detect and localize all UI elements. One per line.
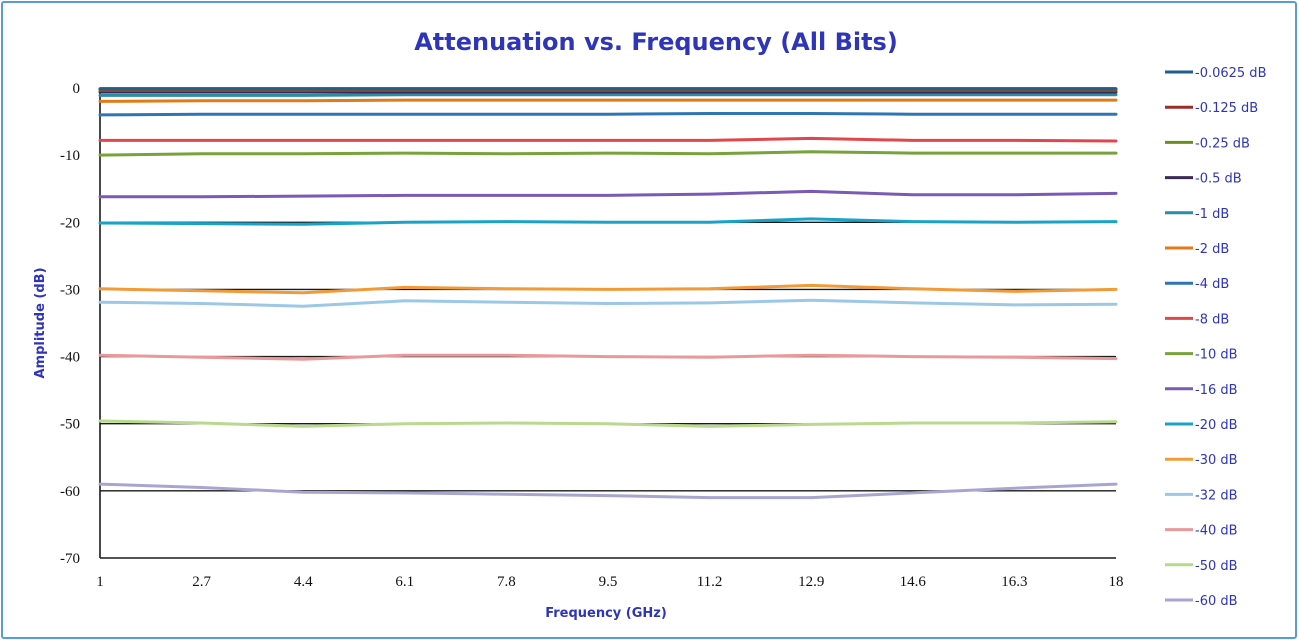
- y-tick-label: -10: [60, 148, 80, 164]
- legend-label: -30 dB: [1195, 453, 1238, 468]
- series-line: [98, 217, 1118, 226]
- legend-label: -40 dB: [1195, 524, 1238, 539]
- chart-title: Attenuation vs. Frequency (All Bits): [414, 28, 898, 56]
- y-tick-label: -40: [60, 350, 80, 366]
- x-tick-label: 18: [1109, 574, 1124, 590]
- x-tick-label: 1: [96, 574, 104, 590]
- legend-item: -8 dB: [1165, 312, 1229, 327]
- x-tick-label: 9.5: [599, 574, 618, 590]
- legend-label: -0.0625 dB: [1195, 66, 1266, 81]
- x-tick-label: 6.1: [395, 574, 414, 590]
- legend-label: -4 dB: [1195, 277, 1229, 292]
- x-tick-label: 2.7: [192, 574, 211, 590]
- series-line: [98, 136, 1118, 143]
- legend-item: -50 dB: [1165, 559, 1238, 574]
- axes: [99, 88, 1116, 559]
- legend-label: -0.5 dB: [1195, 172, 1242, 187]
- legend-item: -40 dB: [1165, 524, 1238, 539]
- y-tick-label: 0: [73, 81, 81, 97]
- series-line: [98, 112, 1118, 117]
- legend-item: -2 dB: [1165, 242, 1229, 257]
- legend-item: -4 dB: [1165, 277, 1229, 292]
- x-tick-label: 11.2: [697, 574, 723, 590]
- legend: -0.0625 dB -0.125 dB -0.25 dB -0.5 dB -1 dB -…: [1165, 66, 1266, 609]
- legend-label: -32 dB: [1195, 488, 1238, 503]
- x-tick-label: 12.9: [798, 574, 824, 590]
- y-axis-title: Amplitude (dB): [33, 267, 48, 378]
- legend-label: -10 dB: [1195, 348, 1238, 363]
- legend-label: -2 dB: [1195, 242, 1229, 257]
- legend-item: -10 dB: [1165, 348, 1238, 363]
- legend-item: -1 dB: [1165, 207, 1229, 222]
- legend-item: -20 dB: [1165, 418, 1238, 433]
- legend-item: -0.25 dB: [1165, 136, 1250, 151]
- series-line: [98, 98, 1118, 103]
- series-line: [98, 353, 1118, 361]
- series-line: [98, 93, 1118, 97]
- y-tick-label: -20: [60, 215, 80, 231]
- series-line: [98, 482, 1118, 500]
- x-tick-label: 14.6: [900, 574, 927, 590]
- x-tick-label: 16.3: [1001, 574, 1027, 590]
- x-axis-title: Frequency (GHz): [545, 606, 667, 621]
- legend-item: -32 dB: [1165, 488, 1238, 503]
- legend-item: -0.0625 dB: [1165, 66, 1266, 81]
- legend-label: -0.25 dB: [1195, 136, 1250, 151]
- series-line: [98, 150, 1118, 157]
- legend-label: -8 dB: [1195, 312, 1229, 327]
- legend-item: -0.125 dB: [1165, 101, 1258, 116]
- series-line: [98, 419, 1118, 428]
- series-lines: [98, 87, 1118, 500]
- legend-label: -16 dB: [1195, 383, 1238, 398]
- legend-label: -50 dB: [1195, 559, 1238, 574]
- legend-item: -0.5 dB: [1165, 172, 1242, 187]
- y-tick-label: -70: [60, 551, 80, 567]
- legend-label: -60 dB: [1195, 594, 1238, 609]
- legend-label: -20 dB: [1195, 418, 1238, 433]
- x-tick-label: 7.8: [497, 574, 516, 590]
- legend-item: -30 dB: [1165, 453, 1238, 468]
- x-tick-label: 4.4: [294, 574, 313, 590]
- y-tick-label: -30: [60, 282, 80, 298]
- legend-item: -16 dB: [1165, 383, 1238, 398]
- legend-label: -0.125 dB: [1195, 101, 1258, 116]
- legend-item: -60 dB: [1165, 594, 1238, 609]
- y-tick-label: -60: [60, 484, 80, 500]
- series-line: [98, 189, 1118, 199]
- tick-labels: 0 -10 -20 -30 -40 -50 -60 -70 1 2.7 4.4 6.1 7.8 9.5 11…: [60, 81, 1124, 590]
- series-line: [98, 283, 1118, 295]
- series-line: [98, 298, 1118, 308]
- legend-label: -1 dB: [1195, 207, 1229, 222]
- y-tick-label: -50: [60, 417, 80, 433]
